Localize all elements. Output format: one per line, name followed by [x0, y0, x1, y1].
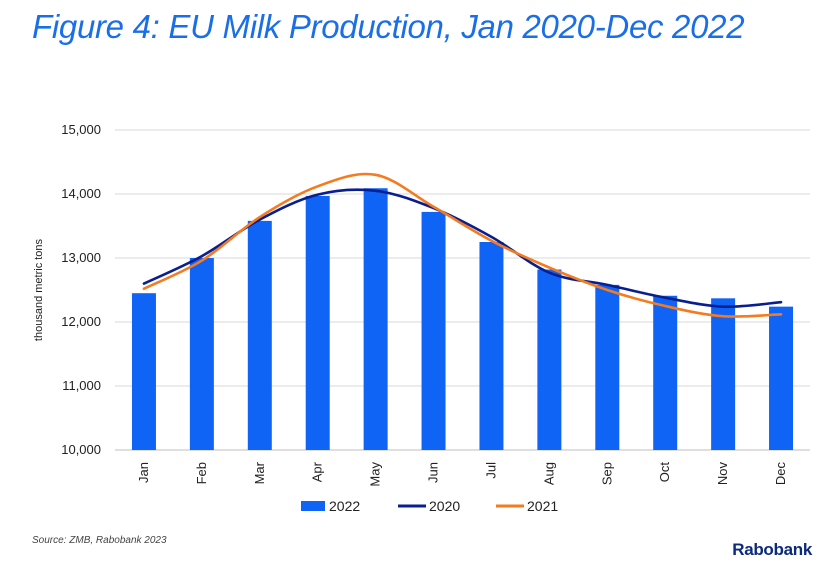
- source-label: Source:: [32, 535, 67, 546]
- x-tick-label: Jun: [426, 462, 441, 483]
- line-2020[interactable]: [142, 188, 783, 308]
- legend-label-2022: 2022: [329, 498, 360, 514]
- bar-2022-jun[interactable]: [421, 211, 446, 450]
- lines: [142, 172, 783, 318]
- bar-2022-apr[interactable]: [305, 195, 330, 450]
- y-tick-label: 13,000: [61, 250, 101, 265]
- x-tick-label: Aug: [541, 462, 556, 485]
- bar-2022-jan[interactable]: [131, 293, 156, 450]
- legend-swatch-2022: [301, 501, 325, 511]
- legend[interactable]: 2022 2020 2021: [301, 498, 558, 514]
- bar-2022-jul[interactable]: [479, 242, 504, 450]
- y-tick-label: 10,000: [61, 442, 101, 457]
- line-2021[interactable]: [142, 172, 783, 318]
- bar-2022-nov[interactable]: [711, 298, 736, 450]
- x-tick-label: Jan: [136, 462, 151, 483]
- bar-2022-may[interactable]: [363, 188, 388, 451]
- legend-label-2021: 2021: [527, 498, 558, 514]
- bar-2022-mar[interactable]: [247, 220, 272, 450]
- legend-item-2021[interactable]: 2021: [496, 498, 558, 514]
- chart-title: Figure 4: EU Milk Production, Jan 2020-D…: [32, 8, 745, 45]
- x-axis-ticks: Jan Feb Mar Apr May Jun Jul Aug Sep Oct Nov Dec: [136, 461, 788, 486]
- x-tick-label: Nov: [715, 462, 730, 486]
- gridlines: [115, 129, 810, 451]
- bar-2022-dec[interactable]: [769, 306, 794, 450]
- y-tick-label: 11,000: [62, 378, 101, 393]
- x-tick-label: May: [368, 462, 383, 487]
- legend-label-2020: 2020: [429, 498, 460, 514]
- brand-logo: Rabobank: [732, 540, 812, 559]
- legend-item-2020[interactable]: 2020: [398, 498, 460, 514]
- y-tick-label: 12,000: [61, 314, 101, 329]
- x-tick-label: Apr: [310, 461, 325, 482]
- x-tick-label: Sep: [599, 462, 614, 485]
- y-axis-title: thousand metric tons: [33, 238, 45, 341]
- source-note: Source: ZMB, Rabobank 2023: [32, 535, 167, 546]
- bar-2022-feb[interactable]: [189, 258, 214, 450]
- x-tick-label: Oct: [657, 462, 672, 483]
- legend-item-2022[interactable]: 2022: [301, 498, 360, 514]
- x-tick-label: Feb: [194, 462, 209, 484]
- y-tick-label: 14,000: [61, 186, 101, 201]
- y-axis-ticks: 10,000 11,000 12,000 13,000 14,000 15,000: [61, 122, 101, 457]
- bar-2022-oct[interactable]: [653, 295, 678, 450]
- x-tick-label: Dec: [773, 462, 788, 486]
- source-text: ZMB, Rabobank 2023: [69, 535, 167, 546]
- x-tick-label: Jul: [483, 462, 498, 479]
- bar-2022-sep[interactable]: [595, 284, 620, 450]
- bar-2022-aug[interactable]: [537, 269, 562, 450]
- bars-2022: [131, 188, 794, 451]
- y-tick-label: 15,000: [61, 122, 101, 137]
- x-tick-label: Mar: [252, 461, 267, 484]
